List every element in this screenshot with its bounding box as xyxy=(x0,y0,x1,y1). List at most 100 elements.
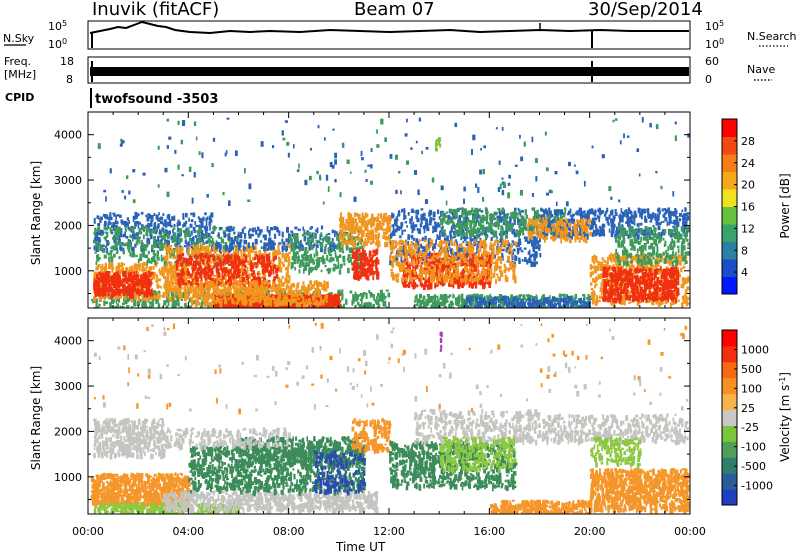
range-gate-cell xyxy=(341,263,343,268)
range-gate-cell xyxy=(170,235,174,241)
range-gate-cell xyxy=(321,285,324,291)
range-gate-cell xyxy=(262,234,265,238)
range-gate-cell xyxy=(333,298,337,302)
range-gate-cell xyxy=(351,267,354,271)
range-gate-cell xyxy=(297,255,300,262)
range-gate-cell xyxy=(216,261,219,265)
range-gate-cell xyxy=(195,273,198,277)
range-gate-cell xyxy=(322,236,325,241)
range-gate-cell xyxy=(320,298,323,302)
range-gate-cell xyxy=(360,236,363,242)
range-gate-cell xyxy=(382,231,385,235)
range-gate-cell xyxy=(359,260,363,266)
range-gate-cell xyxy=(180,285,183,291)
range-gate-cell xyxy=(158,241,162,244)
range-gate-cell xyxy=(370,269,374,274)
range-gate-cell xyxy=(329,305,332,308)
range-gate-cell xyxy=(104,271,108,276)
range-gate-cell xyxy=(126,286,130,292)
range-gate-cell xyxy=(174,255,177,260)
range-gate-cell xyxy=(196,275,199,279)
range-gate-cell xyxy=(149,268,152,275)
range-gate-cell xyxy=(131,265,134,270)
range-gate-cell xyxy=(275,291,278,294)
range-gate-cell xyxy=(292,305,296,308)
range-gate-cell xyxy=(199,289,202,295)
range-gate-cell xyxy=(224,245,228,252)
range-gate-cell xyxy=(176,222,179,228)
range-gate-cell xyxy=(270,301,274,306)
range-gate-cell xyxy=(308,240,311,245)
range-gate-cell xyxy=(136,213,138,219)
range-gate-cell xyxy=(164,221,168,228)
range-gate-cell xyxy=(369,293,372,298)
range-gate-cell xyxy=(337,289,341,296)
range-gate-cell xyxy=(239,239,242,245)
range-gate-cell xyxy=(219,247,222,253)
range-gate-cell xyxy=(298,297,301,301)
range-gate-cell xyxy=(227,286,231,293)
range-gate-cell xyxy=(268,252,271,255)
range-gate-cell xyxy=(134,254,136,258)
range-gate-cell xyxy=(133,285,136,291)
range-gate-cell xyxy=(95,282,99,288)
range-gate-cell xyxy=(176,250,180,255)
range-gate-cell xyxy=(256,276,260,282)
cpid-program: twofsound -3503 xyxy=(95,92,218,107)
range-gate-cell xyxy=(115,284,118,291)
range-gate-cell xyxy=(307,258,310,262)
range-gate-cell xyxy=(342,216,345,221)
range-gate-cell xyxy=(378,303,381,308)
freq-left-tick-label: 18 xyxy=(60,55,74,68)
range-gate-cell xyxy=(176,249,179,253)
range-gate-cell xyxy=(244,255,248,260)
range-gate-cell xyxy=(152,229,156,234)
range-gate-cell xyxy=(127,246,131,250)
range-gate-cell xyxy=(143,249,145,253)
range-gate-cell xyxy=(115,245,118,249)
range-gate-cell xyxy=(284,295,288,299)
range-gate-cell xyxy=(205,299,209,306)
range-gate-cell xyxy=(251,242,255,248)
range-gate-cell xyxy=(302,268,305,274)
range-gate-cell xyxy=(303,295,307,299)
range-gate-cell xyxy=(103,254,107,259)
range-gate-cell xyxy=(161,295,164,298)
range-gate-cell xyxy=(218,226,221,231)
range-gate-cell xyxy=(308,280,312,284)
range-gate-cell xyxy=(337,242,340,247)
range-gate-cell xyxy=(269,244,273,251)
range-gate-cell xyxy=(173,215,176,221)
range-gate-cell xyxy=(180,274,184,281)
range-gate-cell xyxy=(191,237,195,242)
range-gate-cell xyxy=(197,216,200,220)
range-gate-cell xyxy=(133,297,136,302)
range-gate-cell xyxy=(209,254,213,258)
range-gate-cell xyxy=(187,287,191,292)
range-gate-cell xyxy=(382,300,385,306)
range-gate-cell xyxy=(215,245,218,250)
range-gate-cell xyxy=(206,271,209,276)
range-gate-cell xyxy=(454,251,458,257)
range-gate-cell xyxy=(210,235,213,239)
range-gate-cell xyxy=(368,236,372,239)
range-gate-cell xyxy=(206,226,209,231)
range-gate-cell xyxy=(156,215,159,222)
range-gate-cell xyxy=(338,217,342,222)
range-gate-cell xyxy=(275,250,278,253)
range-gate-cell xyxy=(122,302,125,306)
range-gate-cell xyxy=(172,229,174,234)
range-gate-cell xyxy=(126,222,129,227)
range-gate-cell xyxy=(131,293,135,299)
range-gate-cell xyxy=(185,305,189,308)
range-gate-cell xyxy=(190,258,193,265)
range-gate-cell xyxy=(132,269,135,272)
range-gate-cell xyxy=(105,277,109,284)
range-gate-cell xyxy=(285,275,289,278)
range-gate-cell xyxy=(268,230,271,237)
range-gate-cell xyxy=(316,263,320,268)
range-gate-cell xyxy=(248,233,252,239)
range-gate-cell xyxy=(203,272,207,278)
range-gate-cell xyxy=(98,271,101,275)
